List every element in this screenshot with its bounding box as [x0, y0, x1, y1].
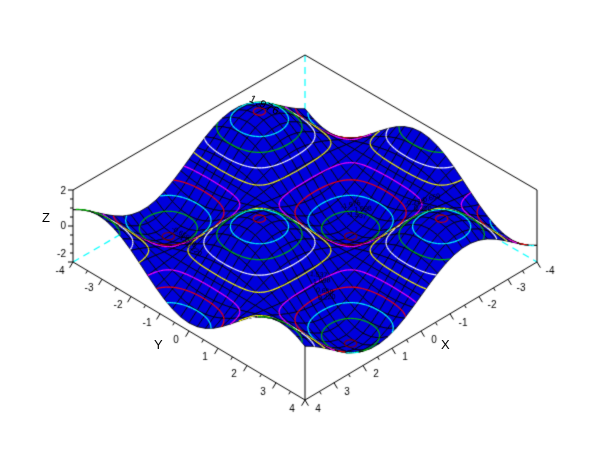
x-axis-label: X — [441, 337, 450, 352]
y-axis-label: Y — [154, 337, 163, 352]
z-axis-label: Z — [42, 210, 50, 225]
